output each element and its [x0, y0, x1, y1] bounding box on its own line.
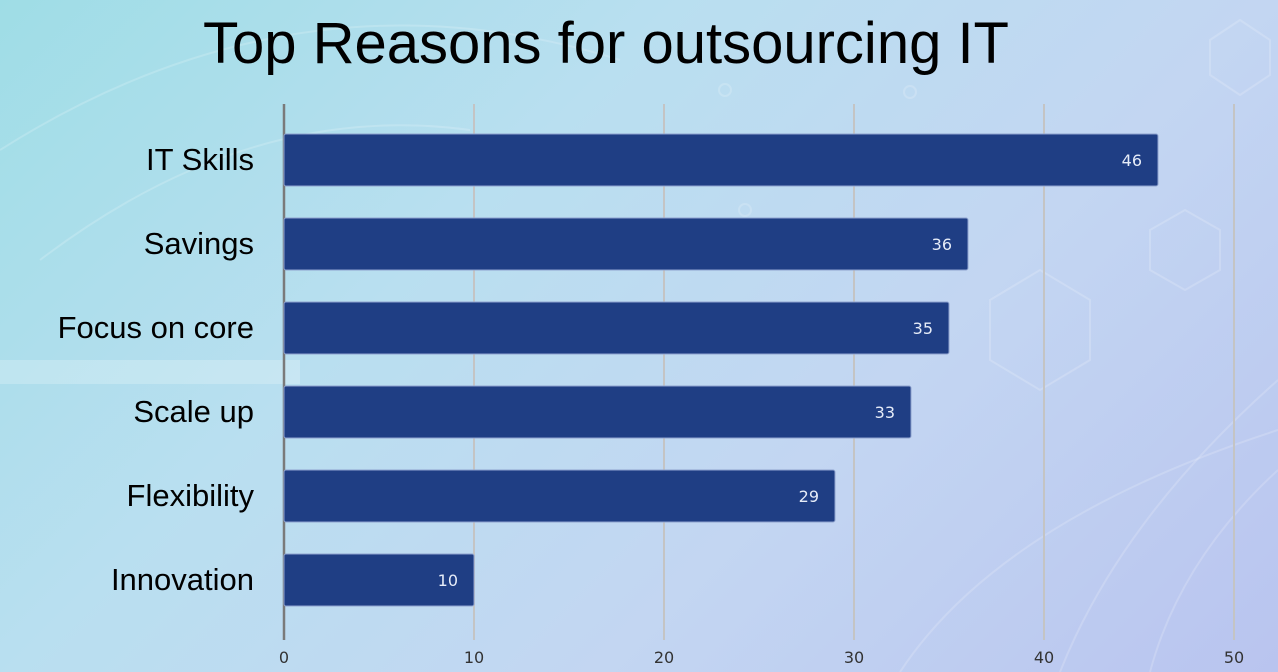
- bars: 46 36 35 33 29 10: [283, 133, 1159, 607]
- bar-flexibility: [283, 469, 836, 523]
- data-label-innovation: 10: [438, 571, 458, 590]
- tick-label-40: 40: [1034, 648, 1054, 667]
- chart-title: Top Reasons for outsourcing IT: [203, 11, 1009, 76]
- category-label-savings: Savings: [144, 226, 254, 261]
- category-label-scale-up: Scale up: [133, 394, 254, 429]
- x-axis-ticks: 0 10 20 30 40 50: [279, 648, 1244, 667]
- data-label-it-skills: 46: [1122, 151, 1142, 170]
- tick-label-20: 20: [654, 648, 674, 667]
- tick-label-30: 30: [844, 648, 864, 667]
- data-label-flexibility: 29: [799, 487, 819, 506]
- bar-it-skills: [283, 133, 1159, 187]
- bar-innovation: [283, 553, 475, 607]
- data-label-scale-up: 33: [875, 403, 895, 422]
- category-label-innovation: Innovation: [111, 562, 254, 597]
- category-labels: IT Skills Savings Focus on core Scale up Fle…: [58, 142, 255, 597]
- bar-focus-on-core: [283, 301, 950, 355]
- bar-scale-up: [283, 385, 912, 439]
- tick-label-0: 0: [279, 648, 289, 667]
- data-label-savings: 36: [932, 235, 952, 254]
- bar-savings: [283, 217, 969, 271]
- category-label-focus-on-core: Focus on core: [58, 310, 254, 345]
- category-label-flexibility: Flexibility: [127, 478, 255, 513]
- tick-label-50: 50: [1224, 648, 1244, 667]
- data-label-focus-on-core: 35: [913, 319, 933, 338]
- tick-label-10: 10: [464, 648, 484, 667]
- grid-lines: [282, 104, 1235, 640]
- category-label-it-skills: IT Skills: [146, 142, 254, 177]
